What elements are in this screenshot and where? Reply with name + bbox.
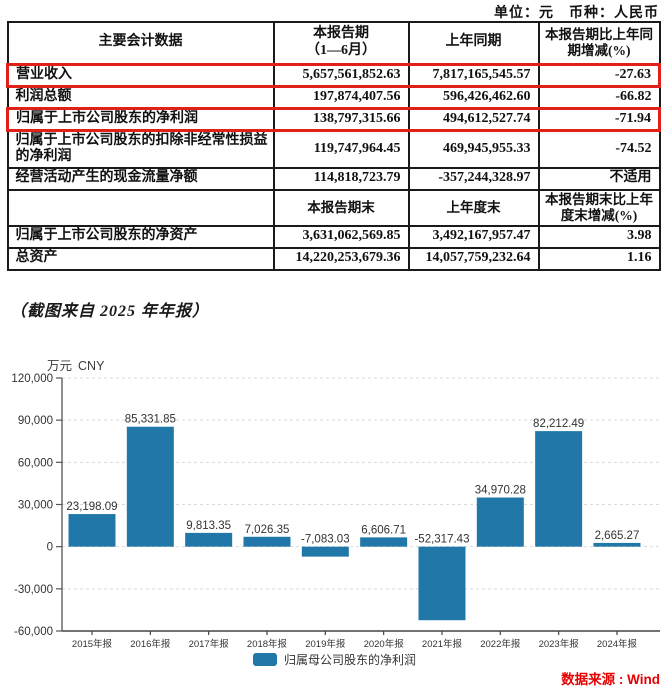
row-label: 总资产 [6,246,275,271]
table-row-net-profit-excl-nonrecurring: 归属于上市公司股东的扣除非经常性损益的净利润 119,747,964.45 46… [6,129,661,169]
row-prior-value: 14,057,759,232.64 [407,246,540,271]
table-row-revenue: 营业收入 5,657,561,852.63 7,817,165,545.57 -… [6,62,661,88]
y-tick-label: -30,000 [14,584,53,596]
row-prior-value: 7,817,165,545.57 [407,62,540,88]
y-axis-title: 万元 CNY [47,355,110,374]
row-change-value: -71.94 [537,106,661,132]
row-prior-value: 596,426,462.60 [407,85,540,109]
row-current-value: 5,657,561,852.63 [272,62,410,88]
unit-currency-label: 单位：元 币种：人民币 [494,6,659,21]
bar-value-label: -7,083.03 [301,534,350,546]
header-main-metrics: 主要会计数据 [6,21,275,65]
row-label: 经营活动产生的现金流量净额 [6,166,275,191]
header-prior-period: 上年同期 [407,21,540,65]
bar-2019年报 [301,546,349,557]
y-axis-unit-label: 万元 [47,359,73,373]
bar-2022年报 [476,497,524,547]
row-label: 归属于上市公司股东的净资产 [6,224,275,249]
bar-value-label: 6,606.71 [361,524,406,536]
net-profit-bar-chart: 万元 CNY 120,000 90,000 60,000 30,000 0 -30,000 -… [0,345,669,690]
bar-value-label: 85,331.85 [125,414,176,426]
y-tick-label: 120,000 [11,373,53,385]
table-row-net-assets: 归属于上市公司股东的净资产 3,631,062,569.85 3,492,167… [6,224,661,249]
row-current-value: 197,874,407.56 [272,85,410,109]
chart-legend: 归属母公司股东的净利润 [0,651,669,668]
row-label: 归属于上市公司股东的净利润 [6,106,275,132]
header-change-pct: 本报告期比上年同期增减(%) [537,21,661,65]
bar-2015年报 [68,514,116,547]
y-tick-label: 0 [47,542,53,554]
table-row-total-profit: 利润总额 197,874,407.56 596,426,462.60 -66.8… [6,85,661,109]
x-tick-label: 2023年报 [539,638,580,650]
header-current-period-line1: 本报告期 [313,26,369,42]
mid-header-period-end: 本报告期末 [272,188,410,227]
header-current-period-line2: （1—6月） [306,42,376,58]
header-current-period: 本报告期 （1—6月） [272,21,410,65]
x-tick-label: 2017年报 [189,638,230,650]
legend-label: 归属母公司股东的净利润 [283,653,416,667]
bar-value-label: 34,970.28 [475,485,526,497]
row-current-value: 3,631,062,569.85 [272,224,410,249]
row-change-value: -27.63 [537,62,661,88]
row-prior-value: -357,244,328.97 [407,166,540,191]
table-row-net-profit: 归属于上市公司股东的净利润 138,797,315.66 494,612,527… [6,106,661,132]
table-mid-header-row: 本报告期末 上年度末 本报告期末比上年度末增减(%) [6,188,661,227]
bar-2018年报 [243,536,291,547]
y-axis-currency-label: CNY [78,359,105,373]
mid-header-prior-year-end: 上年度末 [407,188,540,227]
x-tick-label: 2021年报 [422,638,463,650]
bar-value-label: 23,198.09 [66,501,117,513]
row-prior-value: 494,612,527.74 [407,106,540,132]
x-tick-label: 2020年报 [364,638,405,650]
x-tick-label: 2016年报 [130,638,171,650]
legend-swatch-icon [252,653,277,666]
x-tick-label: 2024年报 [597,638,638,650]
x-tick-label: 2019年报 [305,638,346,650]
table-header-row: 主要会计数据 本报告期 （1—6月） 上年同期 本报告期比上年同期增减(%) [6,21,661,65]
row-current-value: 114,818,723.79 [272,166,410,191]
mid-header-change-pct: 本报告期末比上年度末增减(%) [537,188,661,227]
row-prior-value: 3,492,167,957.47 [407,224,540,249]
bar-2023年报 [535,431,583,547]
row-change-value: -74.52 [537,129,661,169]
row-change-value: 3.98 [537,224,661,249]
financial-summary-table: 主要会计数据 本报告期 （1—6月） 上年同期 本报告期比上年同期增减(%) 营… [6,21,661,271]
row-change-value: 1.16 [537,246,661,271]
y-tick-label: 60,000 [18,457,53,469]
bar-value-label: -52,317.43 [414,534,469,546]
bar-value-label: 82,212.49 [533,418,584,430]
row-label: 利润总额 [6,85,275,109]
mid-header-empty [6,188,275,227]
x-tick-label: 2022年报 [480,638,521,650]
bar-2020年报 [360,537,408,547]
row-change-value: -66.82 [537,85,661,109]
bar-2016年报 [126,426,174,547]
bar-chart-canvas: 120,000 90,000 60,000 30,000 0 -30,000 -60,000… [11,373,660,650]
x-tick-label: 2018年报 [247,638,288,650]
table-row-operating-cash-flow: 经营活动产生的现金流量净额 114,818,723.79 -357,244,32… [6,166,661,191]
row-current-value: 119,747,964.45 [272,129,410,169]
bar-2024年报 [593,542,641,547]
row-label: 营业收入 [6,62,275,88]
x-tick-label: 2015年报 [72,638,113,650]
bar-2017年报 [185,532,233,547]
row-change-value: 不适用 [537,166,661,191]
table-row-total-assets: 总资产 14,220,253,679.36 14,057,759,232.64 … [6,246,661,271]
screenshot-source-caption: （截图来自 2025 年年报） [10,303,210,320]
row-current-value: 138,797,315.66 [272,106,410,132]
y-tick-label: 90,000 [18,415,53,427]
bar-2021年报 [418,546,466,621]
bar-value-label: 9,813.35 [186,520,231,532]
row-label: 归属于上市公司股东的扣除非经常性损益的净利润 [6,129,275,169]
row-current-value: 14,220,253,679.36 [272,246,410,271]
y-tick-label: 30,000 [18,500,53,512]
bar-value-label: 7,026.35 [245,524,290,536]
bar-value-label: 2,665.27 [595,530,640,542]
row-prior-value: 469,945,955.33 [407,129,540,169]
data-source-note: 数据来源 : Wind [561,672,660,687]
y-tick-label: -60,000 [14,626,53,638]
